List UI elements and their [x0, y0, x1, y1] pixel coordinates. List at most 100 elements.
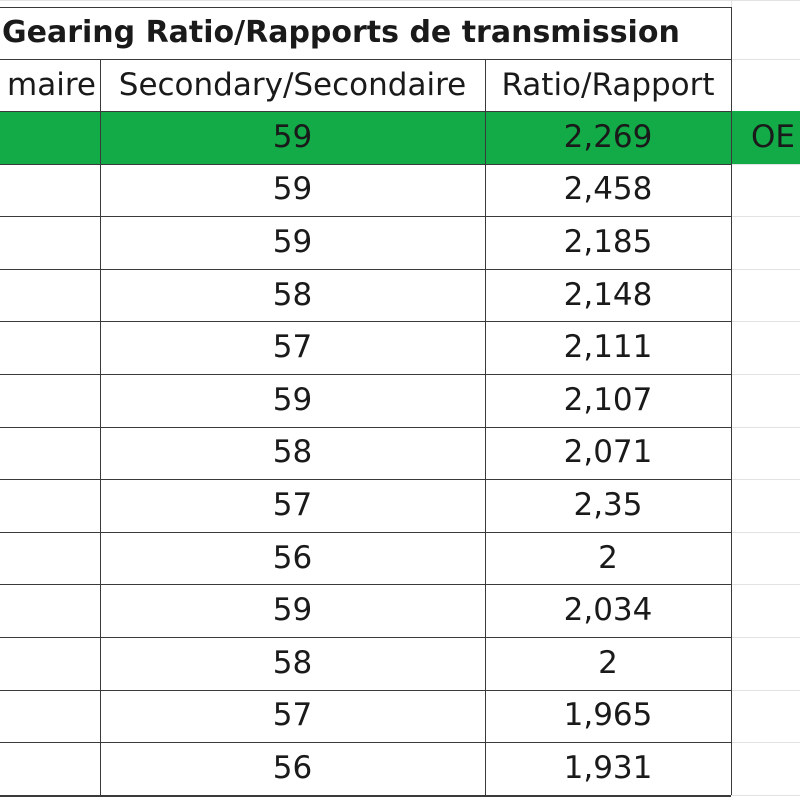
note-cell[interactable] [731, 321, 800, 374]
table-border [0, 111, 731, 112]
secondary-cell[interactable]: 59 [100, 584, 485, 637]
gridline [731, 479, 800, 481]
note-cell[interactable] [731, 742, 800, 795]
note-cell[interactable] [731, 269, 800, 322]
gridline [0, 0, 800, 1]
table-title-cell[interactable]: Gearing Ratio/Rapports de transmission [0, 7, 731, 59]
secondary-cell-value: 57 [272, 697, 313, 734]
secondary-cell[interactable]: 56 [100, 742, 485, 795]
secondary-cell[interactable]: 57 [100, 479, 485, 532]
gridline [731, 426, 800, 428]
ratio-cell[interactable]: 2,107 [485, 374, 731, 427]
primary-cell[interactable] [0, 427, 100, 480]
primary-cell[interactable] [0, 690, 100, 743]
header-secondary[interactable]: Secondary/Secondaire [100, 59, 485, 111]
ratio-cell[interactable]: 2,185 [485, 216, 731, 269]
table-border [0, 216, 731, 218]
secondary-cell-value: 58 [272, 276, 313, 313]
ratio-cell-value: 2,034 [563, 592, 653, 629]
secondary-cell-value: 59 [272, 171, 313, 208]
ratio-cell-value: 2,35 [573, 486, 643, 523]
ratio-cell[interactable]: 2,35 [485, 479, 731, 532]
secondary-cell-value: 59 [272, 592, 313, 629]
secondary-cell[interactable]: 58 [100, 427, 485, 480]
note-cell[interactable] [731, 532, 800, 585]
primary-cell[interactable] [0, 532, 100, 585]
ratio-cell-value: 1,931 [563, 749, 653, 786]
header-primary-label: maire [7, 66, 96, 103]
table-border [100, 59, 101, 795]
ratio-cell-value: 2,269 [563, 118, 653, 155]
ratio-cell[interactable]: 2,034 [485, 584, 731, 637]
ratio-cell-value: 2 [598, 539, 618, 576]
note-cell[interactable] [731, 164, 800, 217]
table-border [731, 7, 732, 795]
gridline [731, 216, 800, 218]
table-border [0, 321, 731, 323]
secondary-cell[interactable]: 58 [100, 637, 485, 690]
secondary-cell[interactable]: 56 [100, 532, 485, 585]
note-cell[interactable] [731, 637, 800, 690]
note-cell[interactable] [731, 427, 800, 480]
header-ratio-label: Ratio/Rapport [501, 66, 715, 103]
gridline [731, 794, 800, 796]
ratio-cell[interactable]: 2,111 [485, 321, 731, 374]
secondary-cell[interactable]: 57 [100, 690, 485, 743]
header-secondary-label: Secondary/Secondaire [118, 66, 467, 103]
secondary-cell-value: 59 [272, 118, 313, 155]
table-border [0, 637, 731, 638]
note-cell[interactable] [731, 216, 800, 269]
primary-cell[interactable] [0, 479, 100, 532]
secondary-cell[interactable]: 57 [100, 321, 485, 374]
primary-cell[interactable] [0, 742, 100, 795]
note-cell[interactable] [731, 584, 800, 637]
note-cell[interactable] [731, 374, 800, 427]
table-title: Gearing Ratio/Rapports de transmission [2, 15, 680, 50]
secondary-cell-value: 58 [272, 644, 313, 681]
ratio-cell-value: 2,458 [563, 171, 653, 208]
secondary-cell[interactable]: 59 [100, 111, 485, 164]
secondary-cell[interactable]: 59 [100, 164, 485, 217]
primary-cell[interactable] [0, 216, 100, 269]
table-border [0, 531, 731, 533]
secondary-cell[interactable]: 58 [100, 269, 485, 322]
table-border [0, 479, 731, 481]
primary-cell[interactable] [0, 321, 100, 374]
note-cell[interactable] [731, 479, 800, 532]
primary-cell[interactable] [0, 637, 100, 690]
ratio-cell[interactable]: 1,931 [485, 742, 731, 795]
note-cell[interactable]: OE [731, 111, 800, 164]
secondary-cell-value: 59 [272, 381, 313, 418]
primary-cell[interactable] [0, 374, 100, 427]
ratio-cell-value: 2,071 [563, 434, 653, 471]
secondary-cell[interactable]: 59 [100, 216, 485, 269]
ratio-cell-value: 2,185 [563, 223, 653, 260]
ratio-cell-value: 2 [598, 644, 618, 681]
table-border [0, 689, 731, 691]
gridline [731, 637, 800, 638]
secondary-cell-value: 56 [272, 749, 313, 786]
table-border [0, 795, 731, 797]
ratio-cell[interactable]: 2,148 [485, 269, 731, 322]
ratio-cell[interactable]: 2 [485, 532, 731, 585]
ratio-cell[interactable]: 2,269 [485, 111, 731, 164]
gridline [731, 531, 800, 533]
header-ratio[interactable]: Ratio/Rapport [485, 59, 731, 111]
ratio-cell[interactable]: 2,071 [485, 427, 731, 480]
secondary-cell[interactable]: 59 [100, 374, 485, 427]
table-border [0, 7, 731, 8]
primary-cell[interactable] [0, 584, 100, 637]
primary-cell[interactable] [0, 269, 100, 322]
primary-cell[interactable] [0, 164, 100, 217]
note-cell-value: OE [751, 118, 795, 155]
header-primary[interactable]: maire [0, 59, 100, 111]
ratio-cell[interactable]: 2,458 [485, 164, 731, 217]
table-border [0, 584, 731, 586]
secondary-cell-value: 59 [272, 223, 313, 260]
ratio-cell[interactable]: 2 [485, 637, 731, 690]
primary-cell[interactable] [0, 111, 100, 164]
note-cell[interactable] [731, 690, 800, 743]
ratio-cell[interactable]: 1,965 [485, 690, 731, 743]
gridline [731, 321, 800, 323]
